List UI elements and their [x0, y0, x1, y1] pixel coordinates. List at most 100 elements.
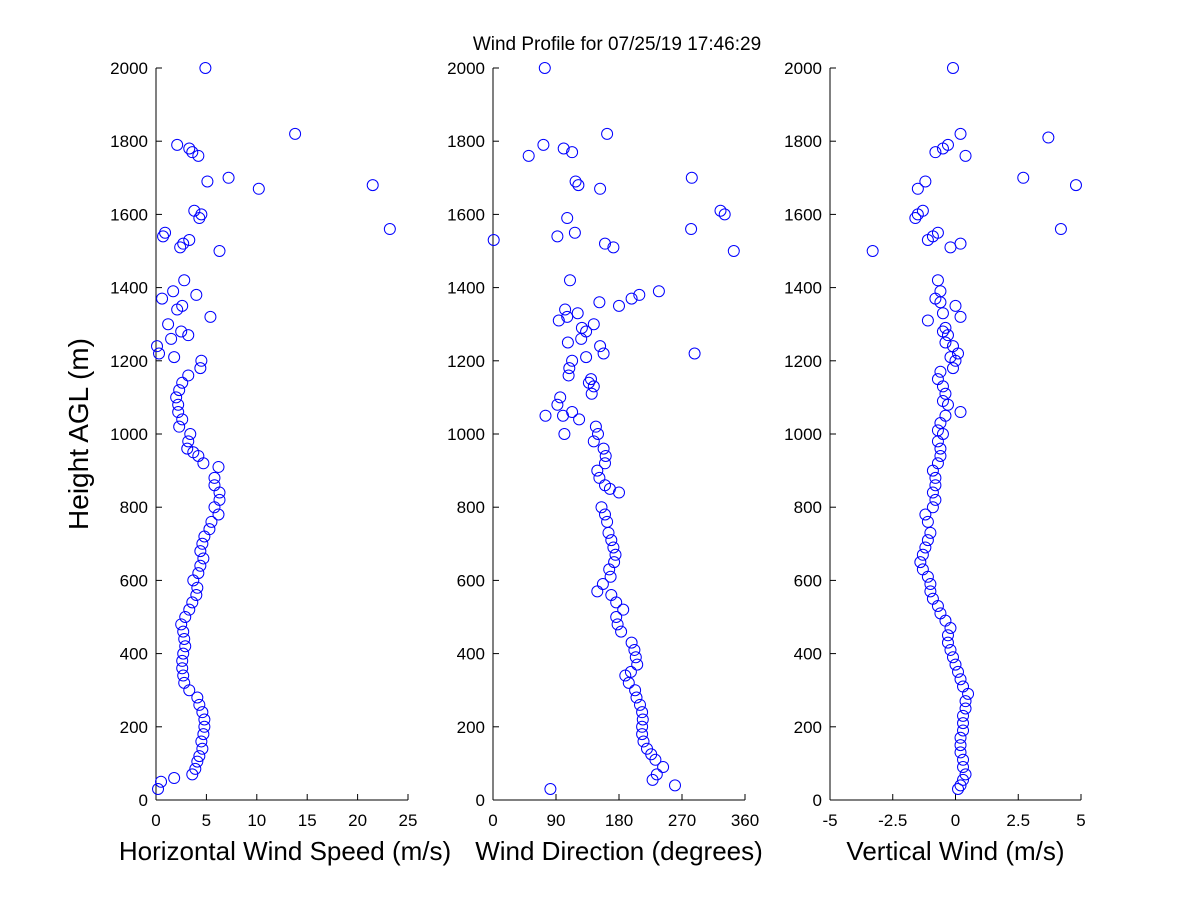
- y-tick-label: 1200: [784, 352, 822, 371]
- data-point: [564, 274, 576, 287]
- data-point: [561, 212, 574, 225]
- data-point: [213, 493, 226, 506]
- data-point: [383, 223, 396, 236]
- data-point: [615, 625, 628, 638]
- data-point: [939, 409, 952, 422]
- data-point: [926, 501, 939, 514]
- data-point: [954, 406, 967, 419]
- data-point: [168, 351, 181, 364]
- data-point: [636, 706, 649, 719]
- data-point: [173, 384, 186, 397]
- data-point: [605, 534, 618, 547]
- data-point: [944, 351, 957, 364]
- data-point: [926, 486, 939, 499]
- y-tick-label: 1800: [784, 132, 822, 151]
- y-tick-label: 800: [120, 498, 148, 517]
- y-tick-label: 1400: [110, 279, 148, 298]
- data-point: [366, 179, 379, 192]
- data-point: [178, 632, 191, 645]
- data-point: [608, 556, 621, 569]
- data-point: [934, 449, 947, 462]
- data-point: [916, 204, 929, 217]
- data-point: [585, 387, 598, 400]
- y-tick-label: 1000: [447, 425, 485, 444]
- y-tick-label: 200: [457, 718, 485, 737]
- data-point: [921, 314, 934, 327]
- data-point: [624, 665, 637, 678]
- data-point: [601, 515, 614, 528]
- data-point: [176, 654, 189, 667]
- data-point: [573, 413, 586, 426]
- data-point: [957, 680, 970, 693]
- data-point: [591, 464, 604, 477]
- data-point: [650, 768, 663, 781]
- y-tick-label: 200: [794, 718, 822, 737]
- y-tick-label: 400: [457, 645, 485, 664]
- y-tick-label: 1800: [110, 132, 148, 151]
- data-point: [558, 428, 571, 440]
- data-point: [669, 779, 681, 792]
- y-tick-label: 0: [813, 791, 822, 810]
- data-point: [599, 508, 611, 521]
- data-point: [936, 307, 949, 320]
- data-point: [593, 471, 606, 484]
- data-point: [537, 138, 550, 151]
- data-point: [194, 559, 207, 572]
- data-point: [196, 742, 209, 755]
- data-point: [569, 175, 582, 188]
- data-point: [203, 523, 216, 536]
- data-point: [566, 354, 579, 367]
- data-point: [176, 413, 189, 426]
- y-tick-label: 400: [794, 645, 822, 664]
- data-point: [952, 665, 965, 678]
- data-point: [931, 373, 944, 386]
- data-point: [179, 611, 192, 623]
- y-tick-label: 1400: [447, 279, 485, 298]
- data-point: [198, 713, 211, 726]
- data-point: [611, 618, 624, 631]
- data-point: [561, 310, 574, 323]
- data-point: [629, 684, 642, 697]
- data-point: [949, 658, 962, 671]
- data-point: [931, 226, 944, 239]
- data-point: [954, 731, 967, 744]
- data-point: [173, 420, 186, 433]
- data-point: [613, 299, 625, 312]
- data-point: [592, 428, 604, 440]
- data-point: [934, 285, 947, 298]
- data-point: [633, 288, 646, 301]
- x-tick-label: 0: [488, 811, 497, 830]
- data-point: [563, 362, 576, 375]
- data-point: [159, 226, 172, 239]
- x-tick-label: 5: [202, 811, 211, 830]
- y-tick-label: 600: [794, 571, 822, 590]
- data-point: [165, 332, 178, 345]
- y-tick-label: 2000: [784, 59, 822, 78]
- data-point: [1054, 223, 1067, 236]
- data-point: [538, 62, 551, 74]
- data-point: [1017, 171, 1030, 184]
- data-point: [946, 340, 959, 353]
- data-point: [190, 288, 203, 301]
- data-point: [222, 171, 235, 184]
- data-point: [189, 762, 202, 775]
- data-point: [208, 471, 221, 484]
- data-point: [175, 325, 188, 338]
- data-point: [909, 212, 922, 225]
- y-tick-label: 1200: [110, 352, 148, 371]
- x-tick-label: 15: [298, 811, 317, 830]
- data-point: [931, 424, 944, 437]
- data-point: [934, 607, 947, 620]
- data-point: [192, 567, 205, 580]
- data-point: [552, 314, 565, 327]
- y-tick-label: 200: [120, 718, 148, 737]
- data-point: [954, 310, 967, 323]
- data-point: [522, 149, 535, 162]
- data-point: [605, 589, 618, 602]
- data-point: [926, 592, 939, 605]
- x-tick-label: 0: [151, 811, 160, 830]
- y-axis-label: Height AGL (m): [63, 338, 94, 530]
- data-point: [572, 179, 585, 192]
- data-point: [629, 651, 642, 664]
- data-point: [580, 325, 593, 338]
